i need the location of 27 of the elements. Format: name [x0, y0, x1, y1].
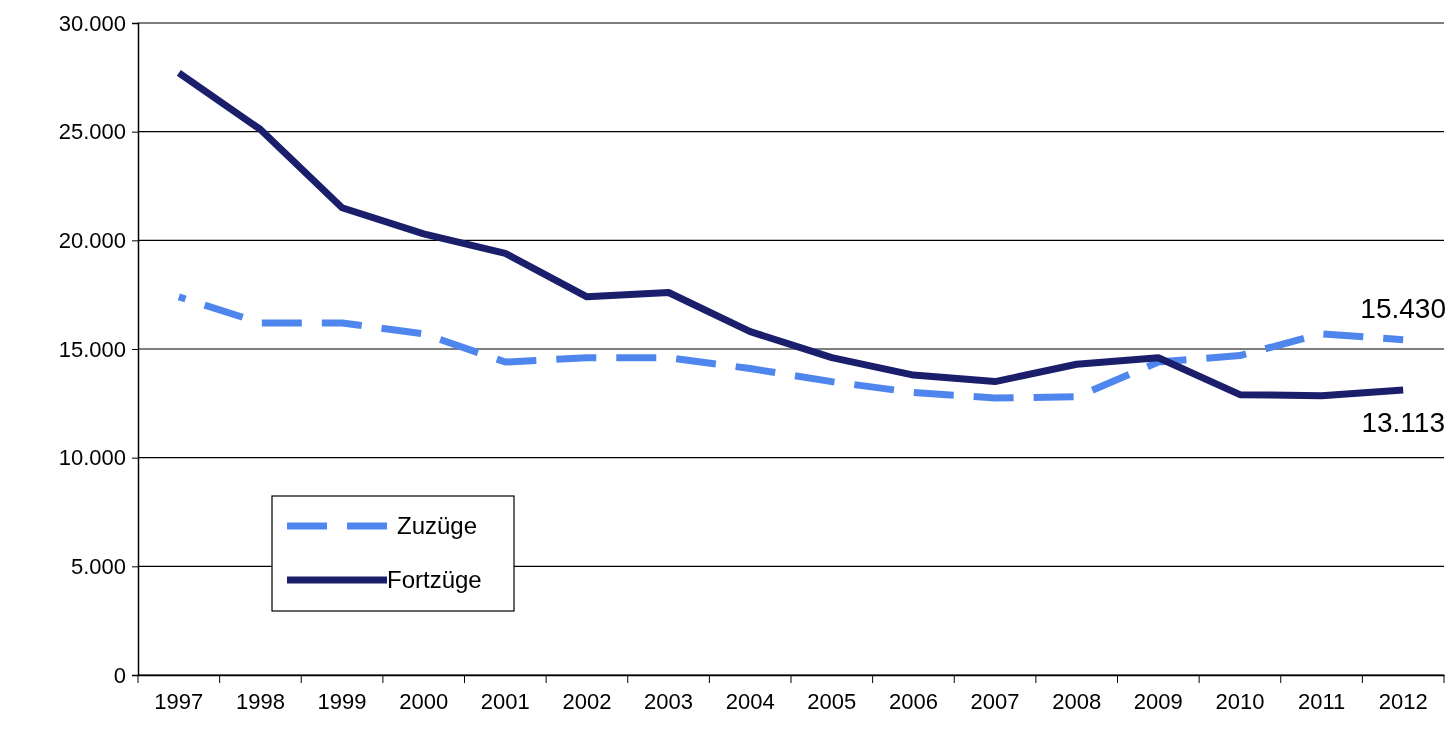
y-tick-label: 0	[113, 662, 126, 688]
x-tick-label: 1997	[154, 688, 204, 714]
y-tick-label: 25.000	[58, 119, 126, 145]
x-tick-label: 2000	[399, 688, 449, 714]
x-tick-label: 2002	[562, 688, 612, 714]
x-tick-label: 2005	[807, 688, 857, 714]
x-tick-label: 2006	[888, 688, 938, 714]
legend-label: Fortzüge	[387, 566, 482, 593]
x-tick-label: 1998	[235, 688, 285, 714]
y-tick-label: 30.000	[58, 10, 126, 36]
x-tick-label: 2007	[970, 688, 1020, 714]
annotation: 15.430	[1360, 292, 1447, 324]
x-tick-label: 2012	[1378, 688, 1428, 714]
y-tick-label: 20.000	[58, 227, 126, 253]
legend-label: Zuzüge	[397, 512, 478, 539]
y-tick-label: 15.000	[58, 336, 126, 362]
x-tick-label: 1999	[317, 688, 367, 714]
x-tick-label: 2004	[725, 688, 775, 714]
annotation: 13.113	[1361, 407, 1445, 439]
x-tick-label: 2003	[644, 688, 694, 714]
y-tick-label: 5.000	[70, 553, 126, 579]
x-tick-label: 2010	[1215, 688, 1265, 714]
x-tick-label: 2001	[480, 688, 530, 714]
x-tick-label: 2009	[1133, 688, 1183, 714]
x-tick-label: 2011	[1297, 688, 1346, 714]
x-tick-label: 2008	[1052, 688, 1102, 714]
y-tick-label: 10.000	[58, 445, 126, 471]
